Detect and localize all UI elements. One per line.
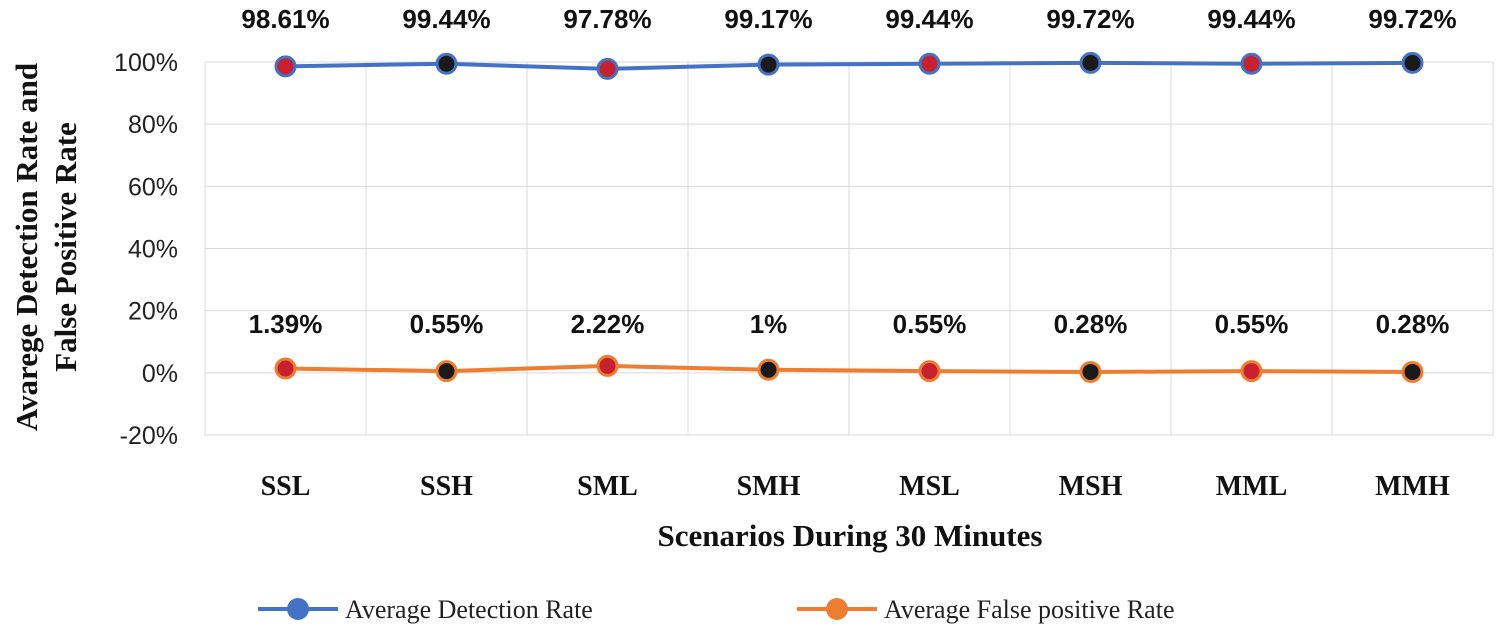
data-label: 99.72% <box>1368 4 1456 34</box>
x-axis-title: Scenarios During 30 Minutes <box>658 518 1043 553</box>
legend-marker-detection <box>287 598 309 620</box>
data-label: 98.61% <box>241 4 329 34</box>
data-point <box>274 357 297 380</box>
data-label: 99.17% <box>724 4 812 34</box>
data-label: 99.72% <box>1046 4 1134 34</box>
data-point <box>1079 51 1102 74</box>
x-tick-label: MML <box>1216 471 1288 502</box>
y-tick-label: -20% <box>120 422 178 450</box>
y-axis-title: Avarege Detection Rate and False Positiv… <box>9 63 83 431</box>
data-point <box>1401 51 1424 74</box>
gridlines <box>204 61 1494 436</box>
data-point <box>435 360 458 383</box>
series <box>274 51 1424 383</box>
legend: Average Detection Rate Average False pos… <box>258 595 1174 624</box>
data-point <box>757 53 780 76</box>
data-point <box>274 55 297 78</box>
data-label: 99.44% <box>402 4 490 34</box>
data-point <box>918 360 941 383</box>
y-tick-label: 20% <box>128 298 178 326</box>
y-tick-label: 80% <box>128 111 178 139</box>
y-tick-label: 40% <box>128 236 178 264</box>
data-label: 2.22% <box>571 309 645 339</box>
x-tick-label: SML <box>577 471 638 502</box>
y-axis-title-line-2: False Positive Rate <box>48 122 83 372</box>
legend-marker-false-positive <box>826 598 848 620</box>
data-point <box>757 358 780 381</box>
legend-item-false-positive-rate: Average False positive Rate <box>797 595 1174 624</box>
x-tick-label: SSH <box>420 471 473 502</box>
data-label: 0.55% <box>410 309 484 339</box>
data-label: 0.28% <box>1054 309 1128 339</box>
y-axis-title-line-1: Avarege Detection Rate and <box>9 63 44 431</box>
legend-item-detection-rate: Average Detection Rate <box>258 595 593 624</box>
data-label: 97.78% <box>563 4 651 34</box>
data-label: 0.55% <box>1215 309 1289 339</box>
data-point <box>1079 360 1102 383</box>
y-tick-label: 100% <box>114 49 178 77</box>
x-tick-label: MMH <box>1375 471 1450 502</box>
data-label: 1.39% <box>249 309 323 339</box>
x-tick-label: SMH <box>737 471 801 502</box>
y-axis-ticks: 100% 80% 60% 40% 20% 0% -20% <box>114 49 178 450</box>
x-tick-label: MSL <box>899 471 960 502</box>
x-tick-label: MSH <box>1059 471 1123 502</box>
y-tick-label: 60% <box>128 173 178 201</box>
data-label: 0.28% <box>1376 309 1450 339</box>
legend-label-false-positive: Average False positive Rate <box>884 595 1174 624</box>
data-point <box>1401 360 1424 383</box>
data-labels: 98.61% 99.44% 97.78% 99.17% 99.44% 99.72% 99.4… <box>241 4 1456 339</box>
data-label: 99.44% <box>885 4 973 34</box>
x-axis-ticks: SSL SSH SML SMH MSL MSH MML MMH <box>261 471 1450 502</box>
data-point <box>1240 52 1263 75</box>
data-point <box>596 354 619 377</box>
data-point <box>435 52 458 75</box>
y-tick-label: 0% <box>142 360 178 388</box>
data-label: 1% <box>750 309 788 339</box>
data-point <box>918 52 941 75</box>
data-point <box>596 57 619 80</box>
legend-label-detection: Average Detection Rate <box>345 595 593 624</box>
x-tick-label: SSL <box>261 471 311 502</box>
data-label: 0.55% <box>893 309 967 339</box>
data-label: 99.44% <box>1207 4 1295 34</box>
series-line-false-positive-rate <box>285 363 1413 374</box>
series-line-detection-rate <box>285 60 1413 71</box>
data-point <box>1240 360 1263 383</box>
